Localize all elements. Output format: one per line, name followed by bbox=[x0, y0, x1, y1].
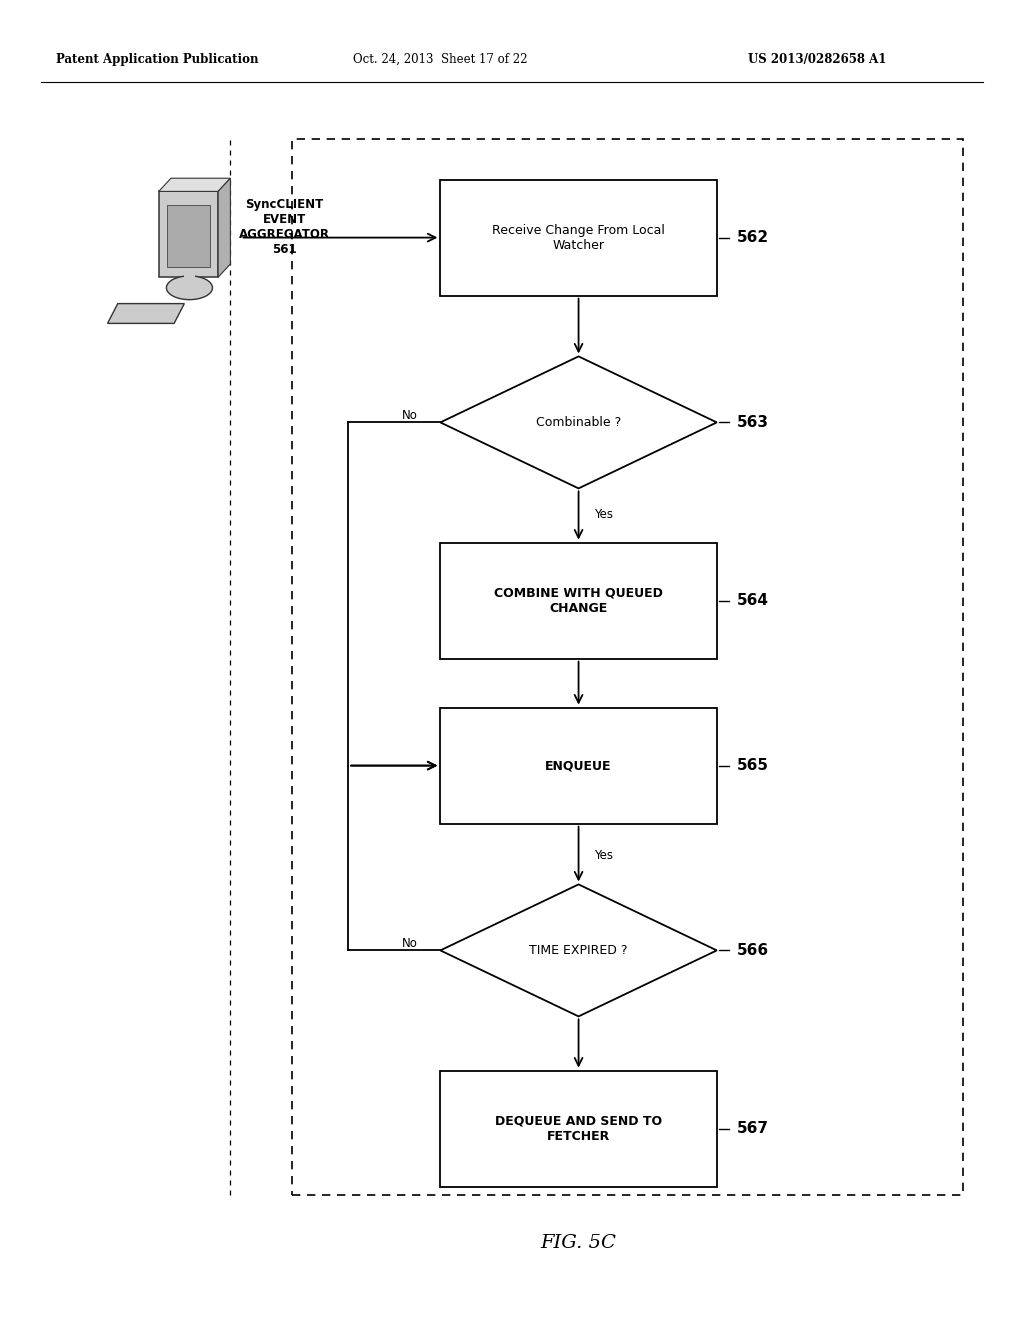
Polygon shape bbox=[159, 178, 230, 191]
Ellipse shape bbox=[166, 276, 213, 300]
Text: DEQUEUE AND SEND TO
FETCHER: DEQUEUE AND SEND TO FETCHER bbox=[495, 1114, 663, 1143]
Bar bbox=[184, 272, 195, 288]
Text: 562: 562 bbox=[737, 230, 769, 246]
Text: Oct. 24, 2013  Sheet 17 of 22: Oct. 24, 2013 Sheet 17 of 22 bbox=[353, 53, 527, 66]
Text: US 2013/0282658 A1: US 2013/0282658 A1 bbox=[748, 53, 886, 66]
Bar bbox=[440, 1071, 717, 1187]
Text: Patent Application Publication: Patent Application Publication bbox=[56, 53, 259, 66]
Text: No: No bbox=[401, 937, 418, 950]
Bar bbox=[440, 180, 717, 296]
Polygon shape bbox=[218, 178, 230, 277]
Text: Yes: Yes bbox=[594, 849, 613, 862]
Polygon shape bbox=[440, 356, 717, 488]
Text: No: No bbox=[401, 409, 418, 422]
Text: Receive Change From Local
Watcher: Receive Change From Local Watcher bbox=[493, 223, 665, 252]
Polygon shape bbox=[159, 191, 218, 277]
Polygon shape bbox=[167, 205, 210, 267]
Text: 566: 566 bbox=[737, 942, 769, 958]
Text: 565: 565 bbox=[737, 758, 769, 774]
Text: Combinable ?: Combinable ? bbox=[536, 416, 622, 429]
Polygon shape bbox=[440, 884, 717, 1016]
Text: FIG. 5C: FIG. 5C bbox=[541, 1234, 616, 1253]
Text: COMBINE WITH QUEUED
CHANGE: COMBINE WITH QUEUED CHANGE bbox=[495, 586, 663, 615]
Bar bbox=[440, 708, 717, 824]
Text: 563: 563 bbox=[737, 414, 769, 430]
Text: ENQUEUE: ENQUEUE bbox=[546, 759, 611, 772]
Bar bbox=[440, 543, 717, 659]
Text: 564: 564 bbox=[737, 593, 769, 609]
Text: Yes: Yes bbox=[594, 508, 613, 521]
Text: 567: 567 bbox=[737, 1121, 769, 1137]
Bar bbox=[292, 139, 963, 1195]
Text: SyncCLIENT
EVENT
AGGREGATOR
561: SyncCLIENT EVENT AGGREGATOR 561 bbox=[239, 198, 330, 256]
Polygon shape bbox=[108, 304, 184, 323]
Text: TIME EXPIRED ?: TIME EXPIRED ? bbox=[529, 944, 628, 957]
